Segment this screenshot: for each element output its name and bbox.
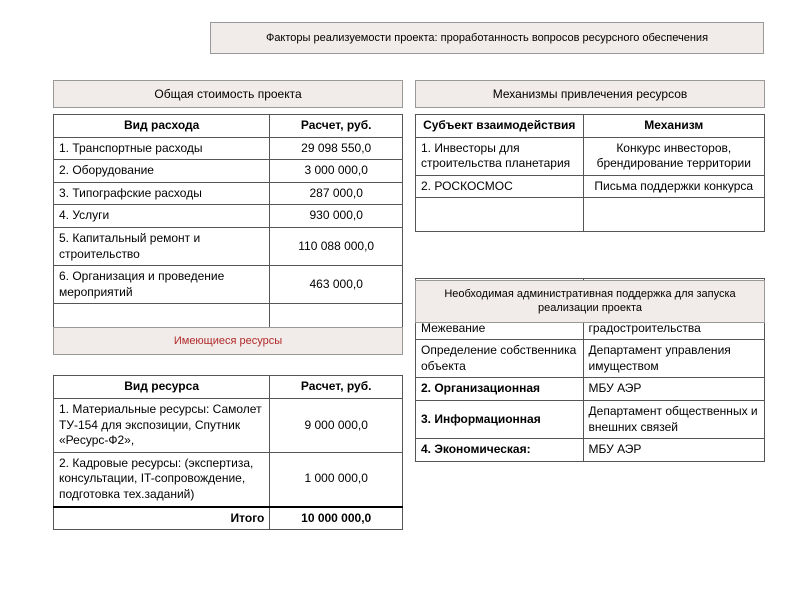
mech-section-header: Механизмы привлечения ресурсов (415, 80, 765, 108)
cost-col-val: Расчет, руб. (270, 115, 403, 138)
table-row (54, 304, 403, 328)
resource-table: Вид ресурса Расчет, руб. 1. Материальные… (53, 375, 403, 530)
table-row (416, 198, 765, 232)
table-row: 5. Капитальный ремонт и строительство110… (54, 227, 403, 265)
res-col-val: Расчет, руб. (270, 376, 403, 399)
mechanism-table: Субъект взаимодействия Механизм 1. Инвес… (415, 114, 765, 232)
table-row: 4. Экономическая:МБУ АЭР (416, 439, 765, 462)
table-row: 2. ОрганизационнаяМБУ АЭР (416, 378, 765, 401)
table-row: 4. Услуги930 000,0 (54, 205, 403, 228)
table-row: 1. Материальные ресурсы: Самолет ТУ-154 … (54, 399, 403, 453)
table-row: 1. Инвесторы для строительства планетари… (416, 137, 765, 175)
left-column: Общая стоимость проекта Вид расхода Расч… (53, 80, 403, 530)
table-row: 2. Кадровые ресурсы: (экспертиза, консул… (54, 452, 403, 506)
cost-table: Вид расхода Расчет, руб. 1. Транспортные… (53, 114, 403, 351)
resources-overlay-label: Имеющиеся ресурсы (53, 327, 403, 355)
admin-support-overlay: Необходимая административная поддержка д… (415, 280, 765, 323)
table-row: 3. Типографские расходы287 000,0 (54, 182, 403, 205)
cost-section-header: Общая стоимость проекта (53, 80, 403, 108)
table-row: 3. ИнформационнаяДепартамент общественны… (416, 400, 765, 438)
res-total-row: Итого 10 000 000,0 (54, 507, 403, 530)
right-column: Механизмы привлечения ресурсов Субъект в… (415, 80, 765, 462)
table-row: Определение собственника объектаДепартам… (416, 340, 765, 378)
table-row: 2. Оборудование3 000 000,0 (54, 160, 403, 183)
page-title: Факторы реализуемости проекта: проработа… (210, 22, 764, 54)
cost-col-name: Вид расхода (54, 115, 270, 138)
mech-col-b: Механизм (583, 115, 764, 138)
table-row: 2. РОСКОСМОСПисьма поддержки конкурса (416, 175, 765, 198)
res-col-name: Вид ресурса (54, 376, 270, 399)
table-row: 6. Организация и проведение мероприятий4… (54, 266, 403, 304)
mech-col-a: Субъект взаимодействия (416, 115, 584, 138)
table-row: 1. Транспортные расходы29 098 550,0 (54, 137, 403, 160)
